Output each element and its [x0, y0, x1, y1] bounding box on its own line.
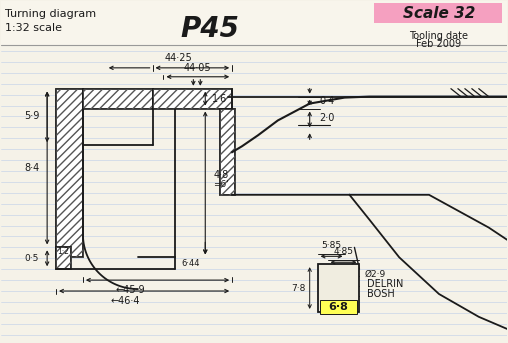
Text: 4·85: 4·85: [334, 247, 354, 256]
Text: 5·9: 5·9: [24, 111, 39, 121]
Text: 0·5: 0·5: [25, 254, 39, 263]
Text: Tooling date: Tooling date: [409, 31, 468, 41]
Text: 1·6: 1·6: [212, 94, 228, 104]
Text: ←45·9: ←45·9: [116, 285, 145, 295]
Text: 2·0: 2·0: [320, 114, 335, 123]
Bar: [320, 300, 358, 314]
Text: 44·25: 44·25: [165, 53, 193, 63]
Text: 1:32 scale: 1:32 scale: [6, 23, 62, 33]
Text: 5·85: 5·85: [322, 241, 342, 250]
Polygon shape: [83, 89, 152, 108]
Text: 6·8: 6·8: [329, 302, 348, 312]
Bar: [318, 264, 360, 312]
Text: Ø2·9: Ø2·9: [364, 270, 386, 279]
Text: =6': =6': [213, 180, 229, 189]
Text: P45: P45: [181, 15, 240, 43]
Polygon shape: [56, 89, 83, 257]
Polygon shape: [56, 247, 71, 269]
Text: 44·05: 44·05: [183, 63, 211, 73]
Bar: [2, 1, 506, 45]
Text: Feb 2009: Feb 2009: [417, 39, 462, 49]
Text: 8·4: 8·4: [24, 163, 39, 173]
FancyBboxPatch shape: [374, 3, 501, 23]
Text: DELRIN: DELRIN: [367, 279, 404, 289]
Text: 7·8: 7·8: [292, 284, 306, 293]
Polygon shape: [152, 89, 232, 108]
Text: BOSH: BOSH: [367, 289, 395, 299]
Polygon shape: [220, 108, 235, 195]
Text: 4·8: 4·8: [213, 170, 229, 180]
Text: Turning diagram: Turning diagram: [6, 9, 97, 19]
Text: 0·4: 0·4: [320, 96, 335, 106]
Text: 1·2: 1·2: [57, 247, 69, 256]
Text: Scale 32: Scale 32: [403, 6, 475, 21]
Text: 6·44: 6·44: [181, 259, 200, 268]
Text: ←46·4: ←46·4: [111, 296, 140, 306]
